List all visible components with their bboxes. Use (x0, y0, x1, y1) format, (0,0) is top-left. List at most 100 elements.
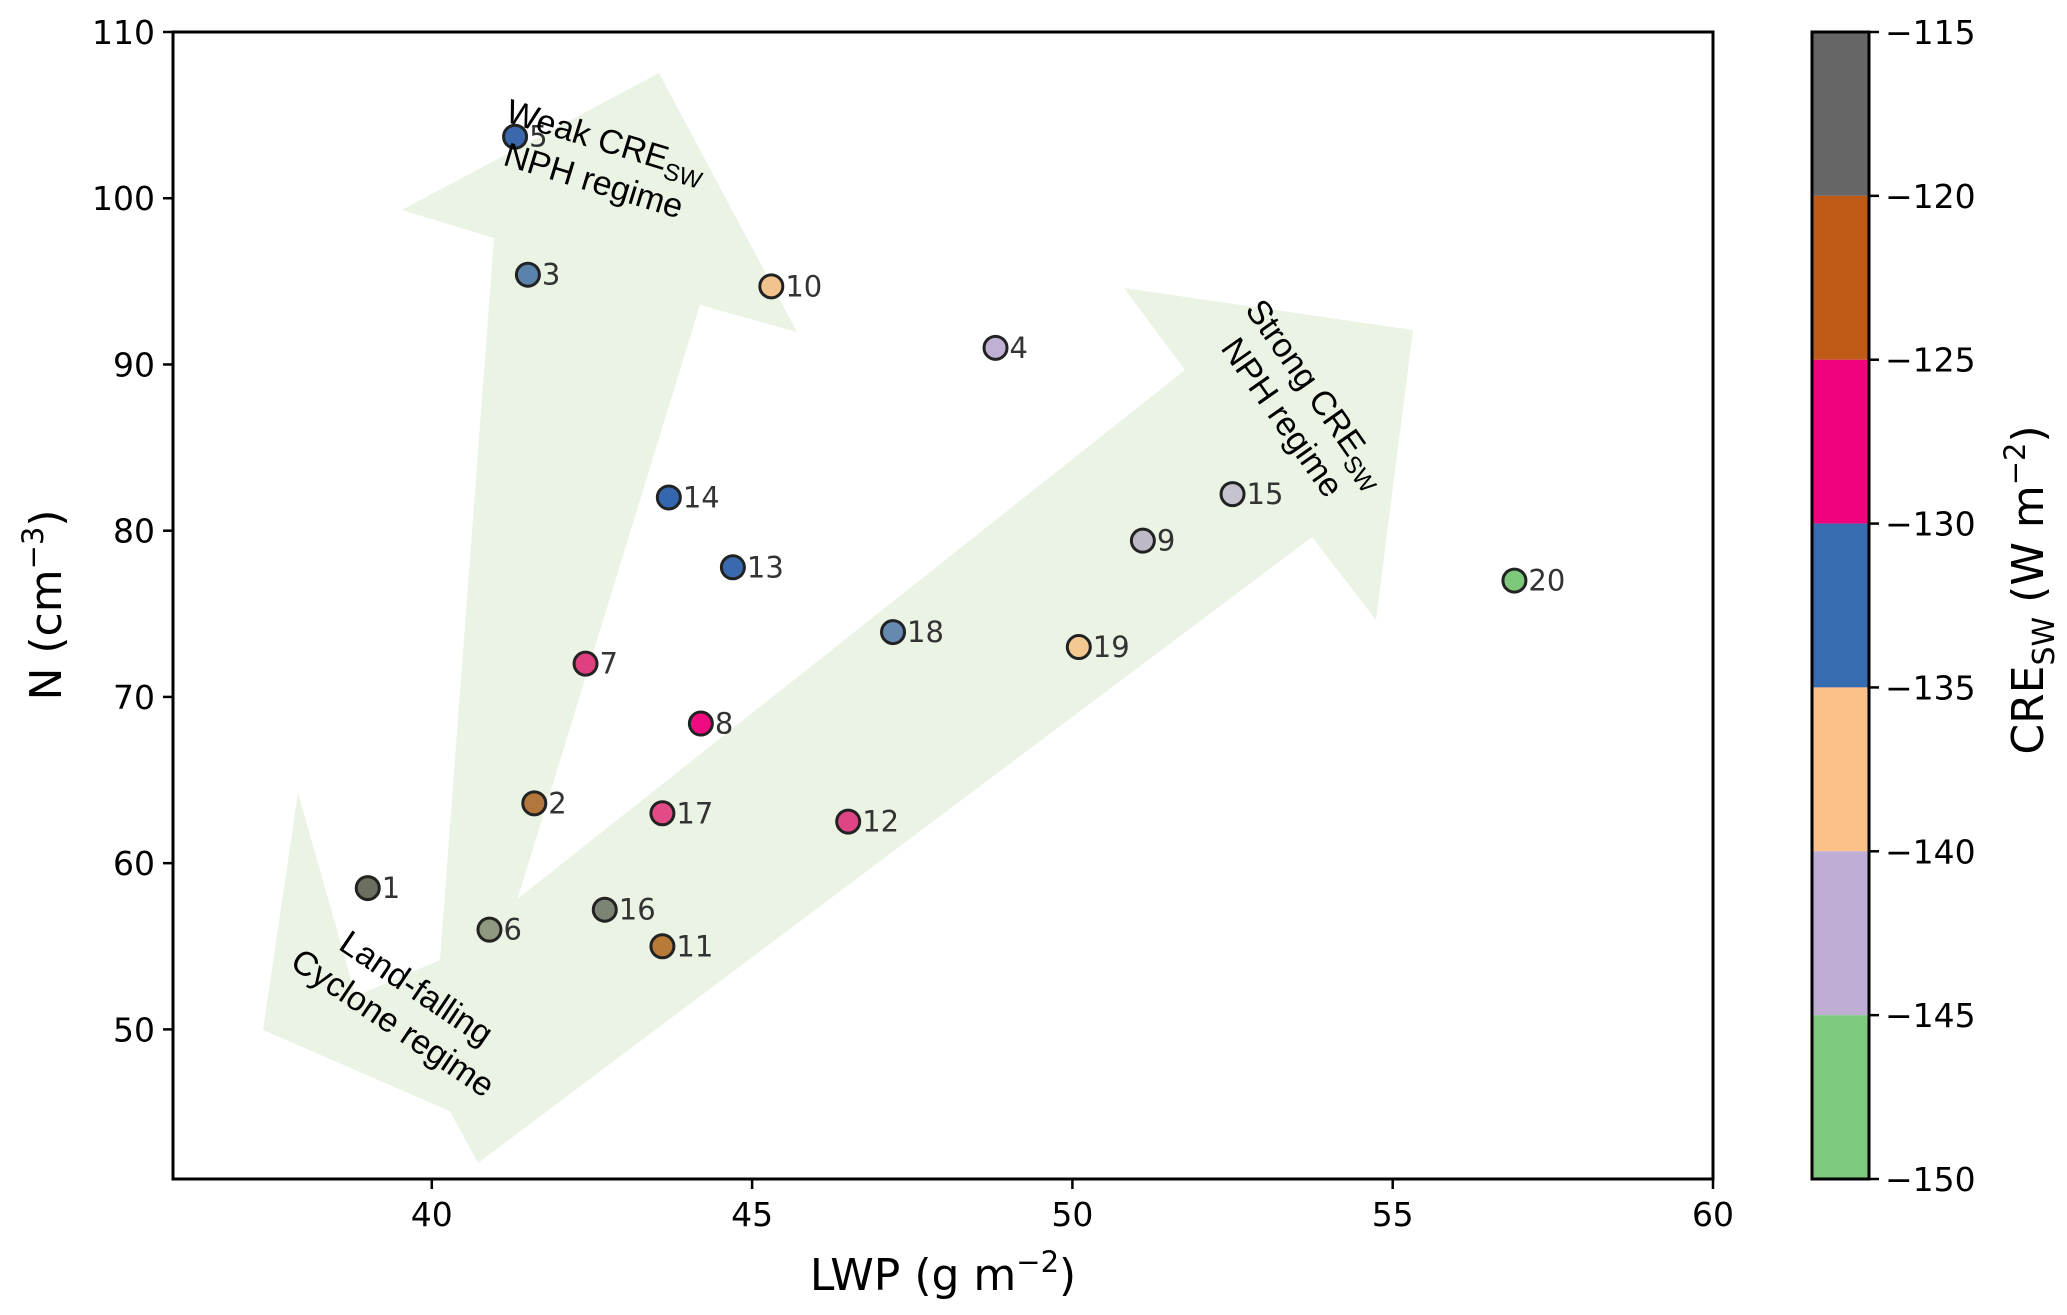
x-tick-label: 60 (1692, 1195, 1734, 1234)
y-tick-label: 110 (92, 13, 155, 52)
data-point-18: 18 (880, 615, 944, 649)
data-point-4: 4 (982, 331, 1028, 365)
y-tick-label: 100 (92, 179, 155, 218)
point-label: 15 (1247, 477, 1284, 511)
data-point-12: 12 (835, 805, 899, 839)
point-label: 9 (1157, 524, 1175, 558)
x-tick-label: 40 (411, 1195, 453, 1234)
plot-area (171, 30, 1715, 1181)
data-point-2: 2 (521, 786, 567, 820)
point-marker (649, 800, 676, 827)
colorbar-band (1812, 851, 1869, 1016)
x-tick-label: 45 (731, 1195, 773, 1234)
data-point-16: 16 (591, 893, 656, 927)
point-label: 4 (1010, 331, 1028, 365)
point-marker (476, 916, 503, 943)
point-label: 16 (619, 893, 656, 927)
data-point-5: 5 (502, 120, 548, 154)
colorbar: −115 −120 −125 −130 −135 −140 −145 −150 (1810, 13, 1976, 1199)
data-point-17: 17 (649, 796, 713, 830)
point-label: 2 (548, 786, 566, 820)
x-axis: 40 45 50 55 60 (411, 1179, 1734, 1234)
colorbar-tick-label: −130 (1885, 505, 1976, 544)
point-marker (502, 123, 529, 150)
weak-nph-arrow (300, 73, 797, 1112)
y-tick-label: 90 (113, 345, 155, 384)
point-label: 18 (907, 615, 944, 649)
colorbar-frame (1810, 30, 1871, 1181)
point-marker (1129, 527, 1156, 554)
colorbar-title: CRESW (W m−2) (1998, 425, 2062, 754)
x-tick-label: 55 (1372, 1195, 1414, 1234)
point-marker (649, 933, 676, 960)
colorbar-tick-label: −120 (1885, 177, 1976, 216)
colorbar-band (1812, 32, 1869, 196)
point-label: 3 (542, 258, 560, 292)
point-marker (1219, 481, 1246, 508)
point-label: 17 (676, 796, 713, 830)
point-marker (1501, 567, 1528, 594)
regime-arrows (263, 73, 1413, 1163)
point-marker (758, 273, 785, 300)
colorbar-band (1812, 523, 1869, 688)
data-point-13: 13 (719, 550, 784, 584)
colorbar-band (1812, 195, 1869, 360)
data-point-15: 15 (1219, 477, 1284, 511)
point-label: 14 (683, 480, 720, 514)
x-axis-title: LWP (g m−2) (810, 1245, 1076, 1301)
data-point-20: 20 (1501, 564, 1565, 598)
point-marker (880, 619, 907, 646)
y-axis-title: N (cm−3) (16, 509, 72, 700)
y-tick-label: 60 (113, 844, 155, 883)
point-marker (521, 790, 548, 817)
point-label: 1 (382, 871, 400, 905)
data-point-1: 1 (354, 871, 400, 905)
y-axis: 50 60 70 80 90 100 110 (92, 13, 173, 1049)
point-marker (572, 650, 599, 677)
data-point-19: 19 (1065, 630, 1130, 664)
colorbar-tick-label: −135 (1885, 668, 1976, 707)
colorbar-tick-label: −125 (1885, 341, 1976, 380)
strong-nph-arrow (390, 288, 1413, 1163)
point-label: 20 (1528, 564, 1565, 598)
data-point-11: 11 (649, 929, 713, 963)
colorbar-band (1812, 687, 1869, 852)
colorbar-band (1812, 1015, 1869, 1179)
point-marker (687, 710, 714, 737)
point-label: 19 (1093, 630, 1130, 664)
point-label: 13 (747, 550, 784, 584)
point-marker (719, 554, 746, 581)
colorbar-tick-label: −140 (1885, 832, 1976, 871)
point-marker (835, 808, 862, 835)
colorbar-tick-label: −115 (1885, 13, 1976, 52)
y-tick-label: 50 (113, 1010, 155, 1049)
colorbar-tick-label: −145 (1885, 996, 1976, 1035)
point-label: 10 (785, 269, 822, 303)
point-label: 7 (600, 647, 618, 681)
point-label: 8 (715, 707, 733, 741)
point-marker (354, 875, 381, 902)
data-point-6: 6 (476, 913, 522, 947)
colorbar-band (1812, 359, 1869, 524)
x-tick-label: 50 (1051, 1195, 1093, 1234)
data-point-10: 10 (758, 269, 822, 303)
point-marker (591, 896, 618, 923)
data-point-3: 3 (514, 258, 560, 292)
point-marker (1065, 634, 1092, 661)
y-tick-label: 70 (113, 678, 155, 717)
point-label: 11 (676, 929, 713, 963)
point-label: 6 (503, 913, 521, 947)
point-marker (514, 261, 541, 288)
colorbar-tick-label: −150 (1885, 1160, 1976, 1199)
data-point-8: 8 (687, 707, 733, 741)
y-tick-label: 80 (113, 512, 155, 551)
point-marker (655, 484, 682, 511)
point-label: 12 (862, 805, 899, 839)
point-label: 5 (529, 120, 547, 154)
data-point-7: 7 (572, 647, 618, 681)
data-point-9: 9 (1129, 524, 1175, 558)
land-falling-arrow (263, 793, 467, 1112)
point-marker (982, 334, 1009, 361)
